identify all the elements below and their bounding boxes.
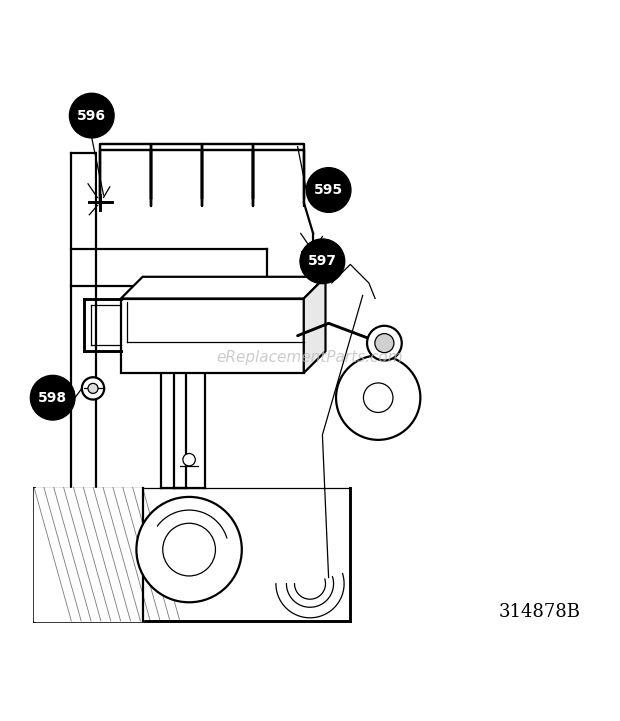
Polygon shape bbox=[304, 277, 326, 373]
Polygon shape bbox=[121, 277, 326, 298]
Circle shape bbox=[363, 383, 393, 412]
Circle shape bbox=[162, 523, 216, 576]
Text: 598: 598 bbox=[38, 391, 67, 404]
Circle shape bbox=[82, 377, 104, 399]
Text: 596: 596 bbox=[78, 109, 106, 123]
Circle shape bbox=[367, 326, 402, 360]
Text: 597: 597 bbox=[308, 255, 337, 268]
Circle shape bbox=[375, 334, 394, 353]
Polygon shape bbox=[34, 487, 143, 621]
Circle shape bbox=[30, 376, 75, 420]
Circle shape bbox=[183, 454, 195, 466]
Circle shape bbox=[300, 239, 345, 283]
Text: 595: 595 bbox=[314, 183, 343, 197]
Circle shape bbox=[69, 93, 114, 138]
Text: eReplacementParts.com: eReplacementParts.com bbox=[216, 350, 404, 365]
Circle shape bbox=[336, 355, 420, 440]
Circle shape bbox=[88, 384, 98, 394]
Circle shape bbox=[136, 497, 242, 602]
Polygon shape bbox=[121, 298, 304, 373]
Text: 314878B: 314878B bbox=[498, 603, 580, 621]
Circle shape bbox=[306, 168, 351, 212]
